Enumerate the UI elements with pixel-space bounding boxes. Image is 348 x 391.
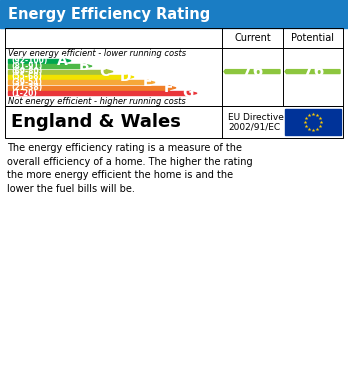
Text: D: D [119,70,131,84]
Polygon shape [285,70,340,74]
Text: Very energy efficient - lower running costs: Very energy efficient - lower running co… [8,48,186,57]
Bar [8,91,190,95]
Text: EU Directive: EU Directive [228,113,284,122]
Bar [8,75,127,79]
Text: 76: 76 [302,64,324,79]
Bar [8,70,106,74]
Text: A: A [57,54,68,68]
Polygon shape [106,70,113,74]
Polygon shape [190,91,197,95]
Bar [5,106,343,138]
Bar [8,86,169,90]
Text: (21-38): (21-38) [11,83,42,92]
Text: Current: Current [234,33,271,43]
Bar [8,81,148,84]
Bar [8,64,85,68]
Text: Potential: Potential [292,33,334,43]
Text: (1-20): (1-20) [11,89,37,98]
Text: (92-100): (92-100) [11,56,47,65]
Text: 2002/91/EC: 2002/91/EC [228,122,280,131]
Text: (69-80): (69-80) [11,67,42,76]
Text: Energy Efficiency Rating: Energy Efficiency Rating [8,7,210,22]
Text: (39-54): (39-54) [11,78,42,87]
Polygon shape [64,59,71,63]
Polygon shape [127,75,134,79]
Text: B: B [78,59,89,73]
Polygon shape [169,86,176,90]
Text: (55-68): (55-68) [11,72,42,81]
Text: (81-91): (81-91) [11,62,42,71]
Bar [285,109,341,135]
Polygon shape [224,70,280,74]
Polygon shape [85,64,92,68]
Text: Not energy efficient - higher running costs: Not energy efficient - higher running co… [8,97,186,106]
Text: F: F [164,81,173,95]
Bar [5,28,343,106]
Text: E: E [142,75,152,90]
Bar [8,59,64,63]
Text: 76: 76 [242,64,263,79]
Polygon shape [148,81,155,84]
Text: England & Wales: England & Wales [11,113,181,131]
Bar [0,0,348,28]
Text: G: G [183,86,194,100]
Text: The energy efficiency rating is a measure of the
overall efficiency of a home. T: The energy efficiency rating is a measur… [7,143,253,194]
Text: C: C [100,65,110,79]
